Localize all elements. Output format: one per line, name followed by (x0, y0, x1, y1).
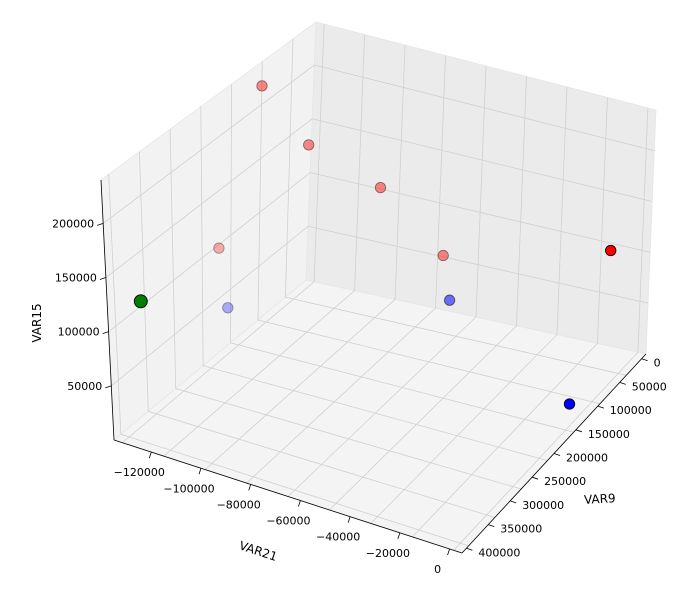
z-tick-mark (97, 222, 104, 226)
x-tick-mark (575, 429, 583, 433)
data-point (563, 398, 576, 410)
grid-line-x (122, 24, 325, 443)
y-tick-mark (347, 516, 351, 523)
x-tick-label: 0 (654, 357, 661, 370)
y-tick-mark (298, 500, 301, 507)
grid-line-z (102, 64, 655, 224)
grid-line-y (138, 151, 495, 518)
y-axis-line (113, 439, 463, 554)
x-tick-label: 200000 (566, 452, 608, 465)
grid-line-y (230, 84, 574, 433)
y-tick-mark (198, 468, 202, 475)
z-tick-label: 100000 (58, 326, 100, 339)
grid-line-x (163, 34, 365, 457)
x-axis-label: VAR9 (584, 491, 616, 507)
grid-line-z (105, 118, 653, 278)
data-point (605, 244, 617, 257)
grid-line-x (453, 107, 649, 551)
x-tick-label: 400000 (478, 546, 520, 559)
z-tick-label: 50000 (67, 380, 102, 393)
x-tick-mark (466, 547, 473, 551)
z-tick-mark (102, 331, 109, 335)
data-point (222, 302, 234, 314)
x-tick-label: 50000 (632, 380, 667, 393)
x-tick-label: 350000 (500, 523, 542, 536)
y-tick-label: −60000 (266, 515, 310, 528)
x-tick-label: 100000 (610, 404, 652, 417)
grid-line-x (329, 76, 527, 511)
grid-line-z (111, 225, 649, 387)
x-tick-mark (641, 358, 648, 362)
y-axis-ticks: −120000 −100000−80000 −60000 −40000 −20000 0 (114, 451, 450, 576)
gridlines (102, 24, 655, 551)
data-point (303, 139, 315, 151)
y-tick-label: −100000 (163, 482, 214, 495)
data-point (437, 249, 449, 262)
z-axis-ticks: 50000 100000 150000 200000 (52, 217, 112, 393)
x-tick-label: 300000 (522, 499, 564, 512)
x-tick-mark (510, 500, 517, 504)
z-tick-label: 200000 (52, 217, 94, 230)
x-axis-ticks: 0 50000 100000 150000 200000 250000 300000 3500… (466, 357, 667, 559)
x-tick-mark (597, 405, 604, 409)
x-tick-mark (531, 476, 539, 480)
data-point (443, 294, 456, 306)
y-tick-mark (248, 484, 252, 491)
data-point (374, 181, 387, 194)
data-points (133, 80, 617, 410)
grid-line-y (169, 129, 522, 490)
x-tick-mark (619, 382, 626, 385)
grid-line-y (285, 38, 627, 376)
grid-line-x (411, 97, 608, 538)
y-tick-mark (397, 532, 401, 539)
data-point (133, 294, 148, 309)
grid-line-x (246, 55, 446, 484)
x-tick-mark (488, 524, 495, 527)
x-tick-label: 150000 (588, 428, 630, 441)
grid-line-y (257, 61, 601, 405)
x-tick-label: 250000 (544, 475, 586, 488)
grid-line-x (287, 65, 487, 497)
z-axis-label: VAR15 (30, 303, 44, 342)
y-tick-label: −80000 (217, 498, 261, 511)
grid-line-y (200, 106, 548, 461)
z-tick-mark (105, 385, 112, 389)
data-point (213, 242, 225, 254)
y-tick-mark (447, 548, 450, 556)
y-tick-label: −40000 (316, 531, 360, 544)
grid-line-y (108, 174, 469, 547)
y-tick-mark (148, 451, 152, 459)
z-tick-label: 150000 (55, 272, 97, 285)
x-tick-mark (553, 453, 561, 456)
data-point (256, 80, 268, 92)
grid-line-z (108, 172, 651, 332)
y-axis-label: VAR21 (237, 538, 279, 563)
z-tick-mark (99, 277, 107, 280)
grid-line-x (370, 86, 568, 524)
y-tick-label: −20000 (366, 547, 410, 560)
y-tick-label: −120000 (114, 466, 165, 479)
y-tick-label: 0 (434, 563, 441, 576)
grid-line-x (204, 45, 406, 470)
